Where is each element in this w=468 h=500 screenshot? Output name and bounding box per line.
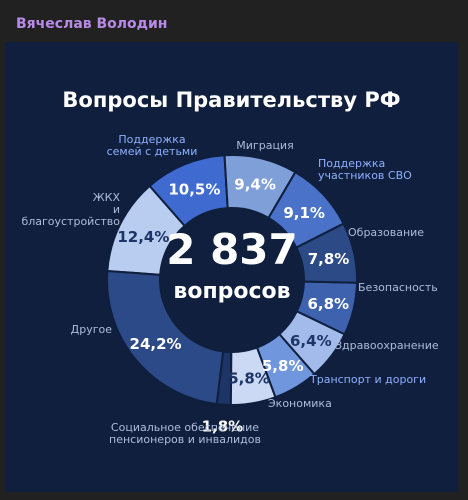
value-label: 10,5% [168, 180, 220, 198]
value-label: 12,4% [117, 228, 169, 246]
donut-segment [106, 184, 186, 276]
value-label: 5,8% [228, 370, 270, 388]
category-label: Транспорт и дороги [310, 373, 427, 386]
value-label: 6,8% [307, 295, 349, 313]
category-label: Поддержка семей с детьми [106, 133, 198, 158]
value-label: 5,8% [262, 357, 304, 375]
donut-segment [294, 222, 358, 284]
category-label: Здравоохранение [335, 339, 439, 352]
category-label: Образование [348, 226, 425, 239]
center-value: 2 837 [166, 225, 298, 274]
donut-segment [267, 170, 345, 249]
category-label: Безопасность [358, 281, 438, 294]
category-label: Социальное обеспечение пенсионеров и инв… [109, 421, 261, 446]
infographic: Вопросы Правительству РФ 2 837 вопросов … [5, 42, 458, 492]
center-label: вопросов [173, 279, 290, 304]
value-label: 9,1% [283, 204, 325, 222]
category-label: Экономика [268, 397, 332, 410]
donut-segment [255, 332, 316, 399]
donut-segment [229, 346, 277, 406]
value-label: 1,8% [202, 418, 244, 436]
donut-segment [295, 280, 358, 336]
category-label: ЖКХ и благоустройство [21, 191, 120, 228]
chart: 2 837 вопросов 9,4% 9,1% 7,8% 6,8% 6,4% 5,8%5… [106, 154, 358, 436]
author-name[interactable]: Вячеслав Володин [16, 16, 168, 32]
category-label: Поддержка участников СВО [318, 157, 412, 182]
value-label: 9,4% [234, 176, 276, 194]
donut-segment [223, 154, 297, 220]
category-label: Миграция [236, 139, 294, 152]
category-label: Другое [70, 323, 112, 336]
value-label: 24,2% [130, 335, 182, 353]
chart-title: Вопросы Правительству РФ [62, 88, 401, 112]
value-label: 6,4% [290, 332, 332, 350]
value-label: 7,8% [308, 250, 350, 268]
donut-segment [106, 269, 225, 406]
